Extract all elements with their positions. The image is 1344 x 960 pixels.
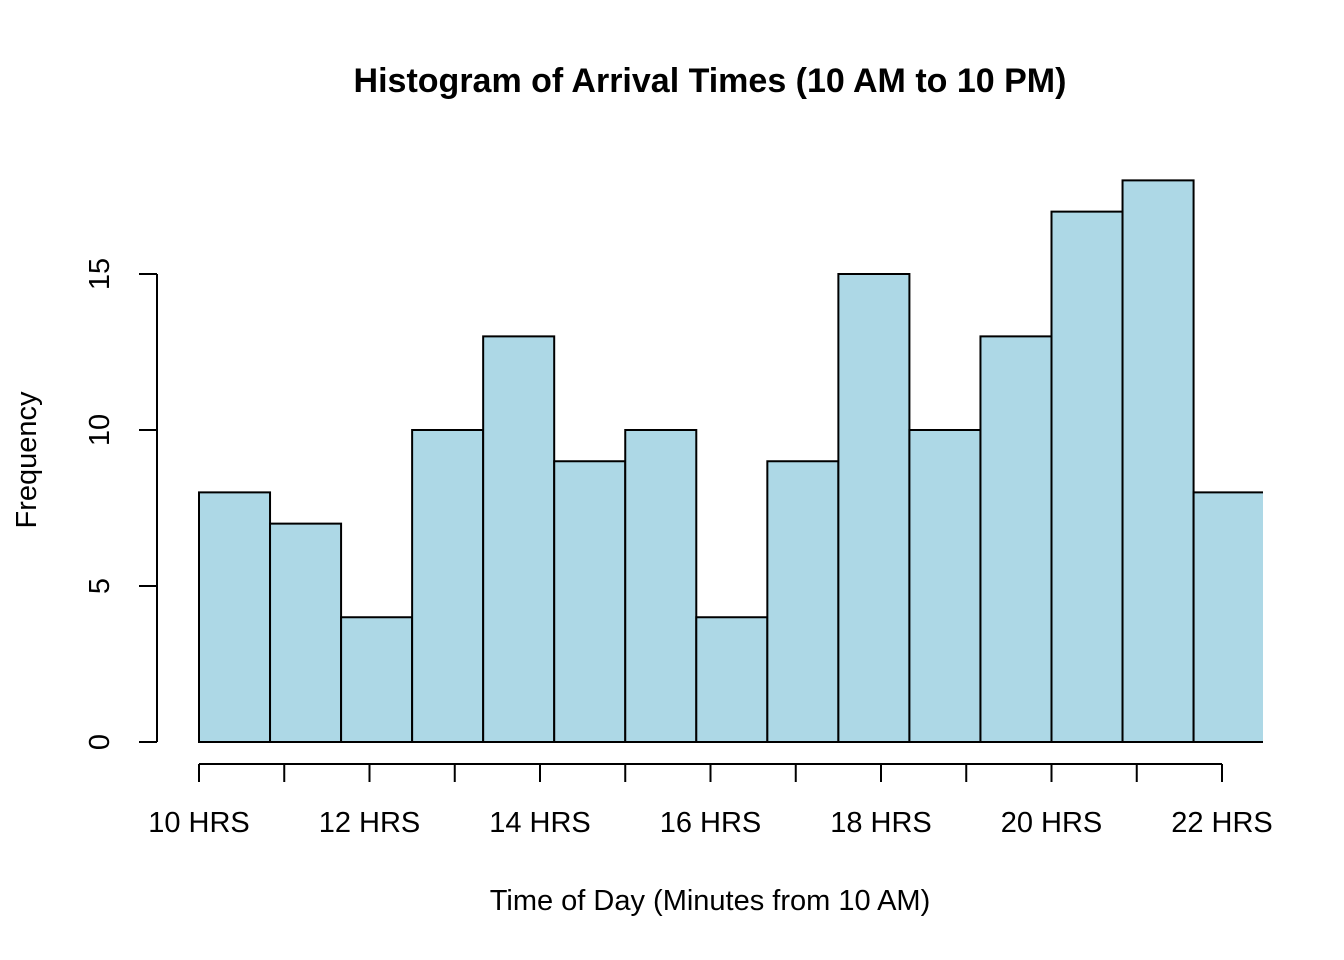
histogram-bar [270, 523, 342, 742]
histogram-bar [554, 461, 626, 742]
histogram-bar [838, 274, 910, 742]
histogram-bar-outline [624, 429, 698, 743]
y-tick-label: 0 [84, 734, 116, 750]
x-tick-label: 12 HRS [319, 807, 421, 839]
histogram-bar-outline [1192, 491, 1263, 743]
x-tick-label: 20 HRS [1001, 807, 1103, 839]
histogram-bar-outline [837, 273, 911, 743]
histogram-bar [767, 461, 839, 742]
y-tick-label: 5 [84, 578, 116, 594]
histogram-bar [412, 430, 484, 742]
histogram-bar [483, 336, 555, 742]
histogram-bar-outline [1121, 179, 1195, 743]
histogram-bar [1193, 492, 1263, 742]
histogram-bar-outline [269, 522, 343, 743]
x-axis: 10 HRS 12 HRS 14 HRS 16 HRS 18 HRS 20 HRS 22 H… [148, 763, 1273, 839]
y-axis-label: Frequency [11, 391, 43, 529]
y-tick-label: 15 [84, 258, 116, 290]
y-tick-label: 10 [84, 414, 116, 446]
histogram-bar [1122, 180, 1194, 742]
histogram-bar [1051, 211, 1123, 743]
histogram-bar [909, 430, 981, 742]
x-tick-label: 14 HRS [489, 807, 591, 839]
x-tick-label: 18 HRS [830, 807, 932, 839]
x-axis-label: Time of Day (Minutes from 10 AM) [490, 885, 930, 917]
histogram-bar-outline [198, 491, 272, 743]
x-tick-label: 16 HRS [660, 807, 762, 839]
histogram-bar-outline [482, 335, 556, 743]
histogram-bar [199, 492, 271, 742]
histogram-bar [625, 430, 697, 742]
histogram-bar [696, 617, 768, 742]
histogram-bar [341, 617, 413, 742]
bars-group [198, 179, 1263, 743]
histogram-bar [980, 336, 1052, 742]
x-tick-label: 10 HRS [148, 807, 250, 839]
x-tick-label: 22 HRS [1171, 807, 1273, 839]
y-axis: 0 5 10 15 [84, 258, 158, 750]
chart-title: Histogram of Arrival Times (10 AM to 10 … [354, 62, 1067, 100]
